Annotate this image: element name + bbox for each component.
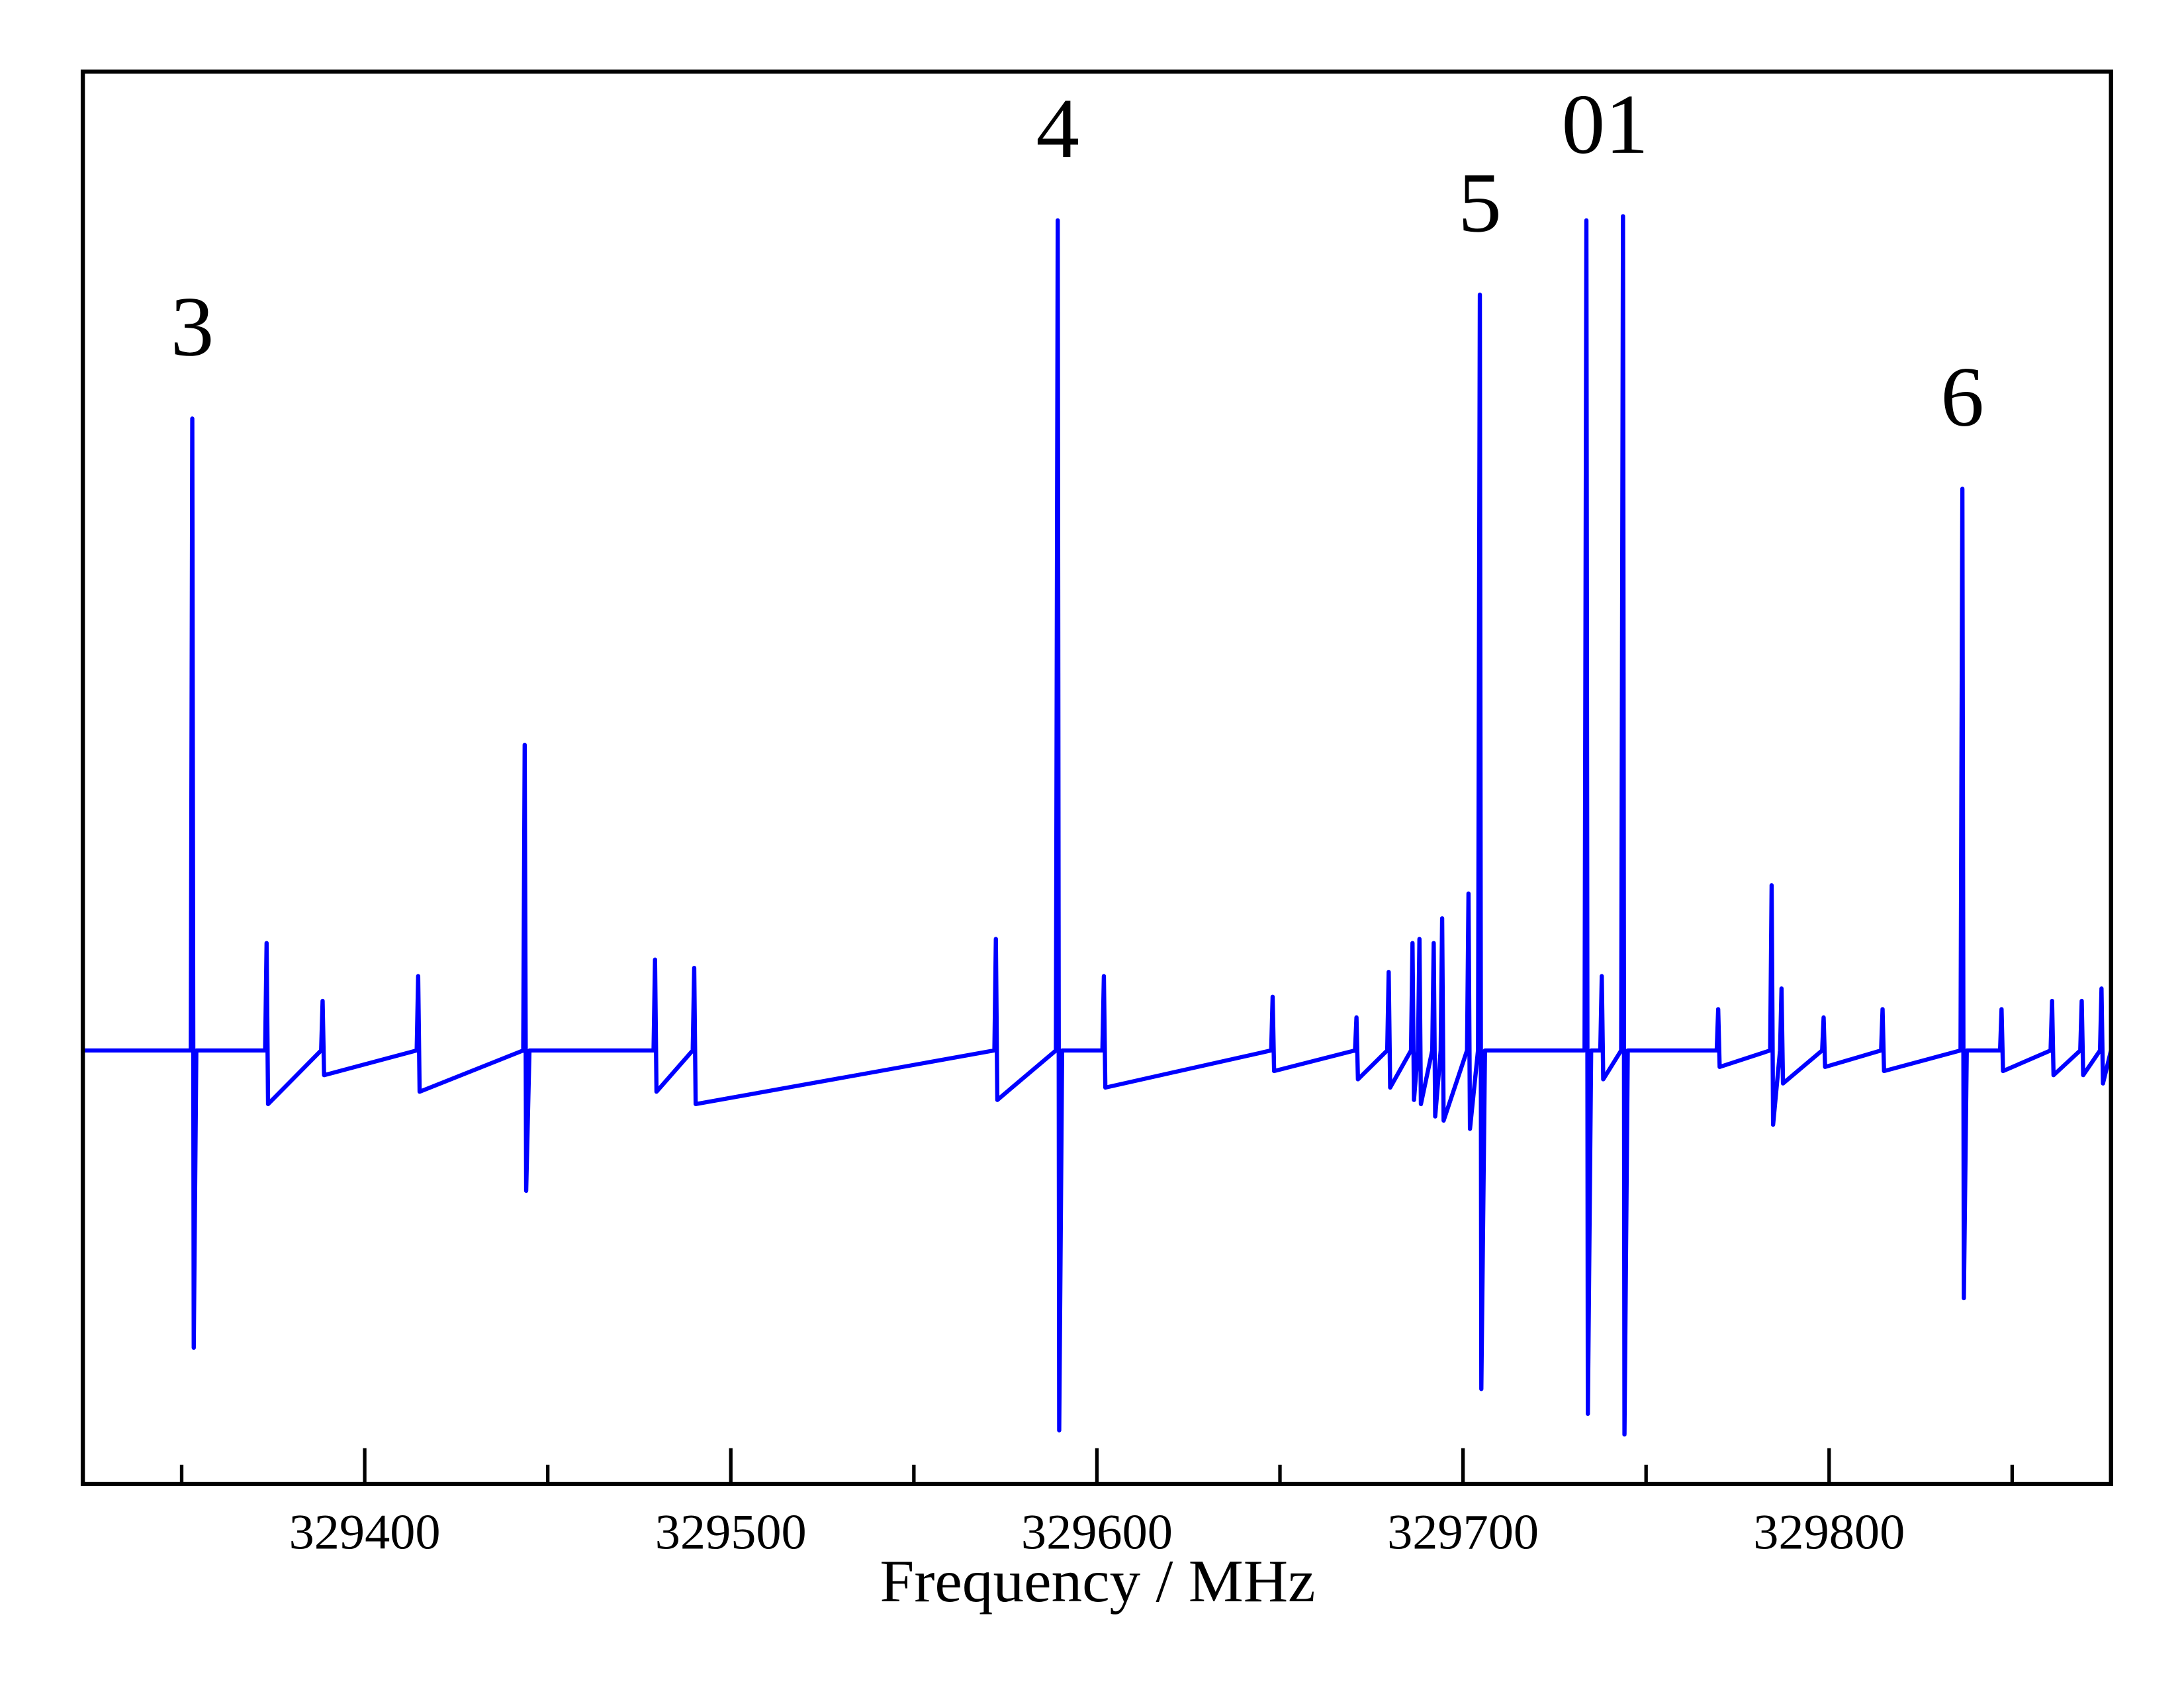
- peak-label: 6: [1940, 350, 1984, 445]
- x-tick-label: 329600: [1021, 1505, 1173, 1560]
- plot-frame: [80, 70, 2113, 1487]
- x-tick-label: 329400: [289, 1505, 441, 1560]
- peak-label: 01: [1561, 77, 1648, 172]
- peak-label: 3: [171, 280, 214, 375]
- spectrum-line: [83, 214, 2113, 1437]
- x-tick-label: 329700: [1387, 1505, 1539, 1560]
- peak-label: 5: [1458, 156, 1502, 250]
- peak-label: 4: [1036, 81, 1079, 176]
- x-axis-label: Frequency / MHz: [880, 1548, 1315, 1615]
- x-tick-label: 329800: [1753, 1505, 1905, 1560]
- x-tick-label: 329500: [655, 1505, 807, 1560]
